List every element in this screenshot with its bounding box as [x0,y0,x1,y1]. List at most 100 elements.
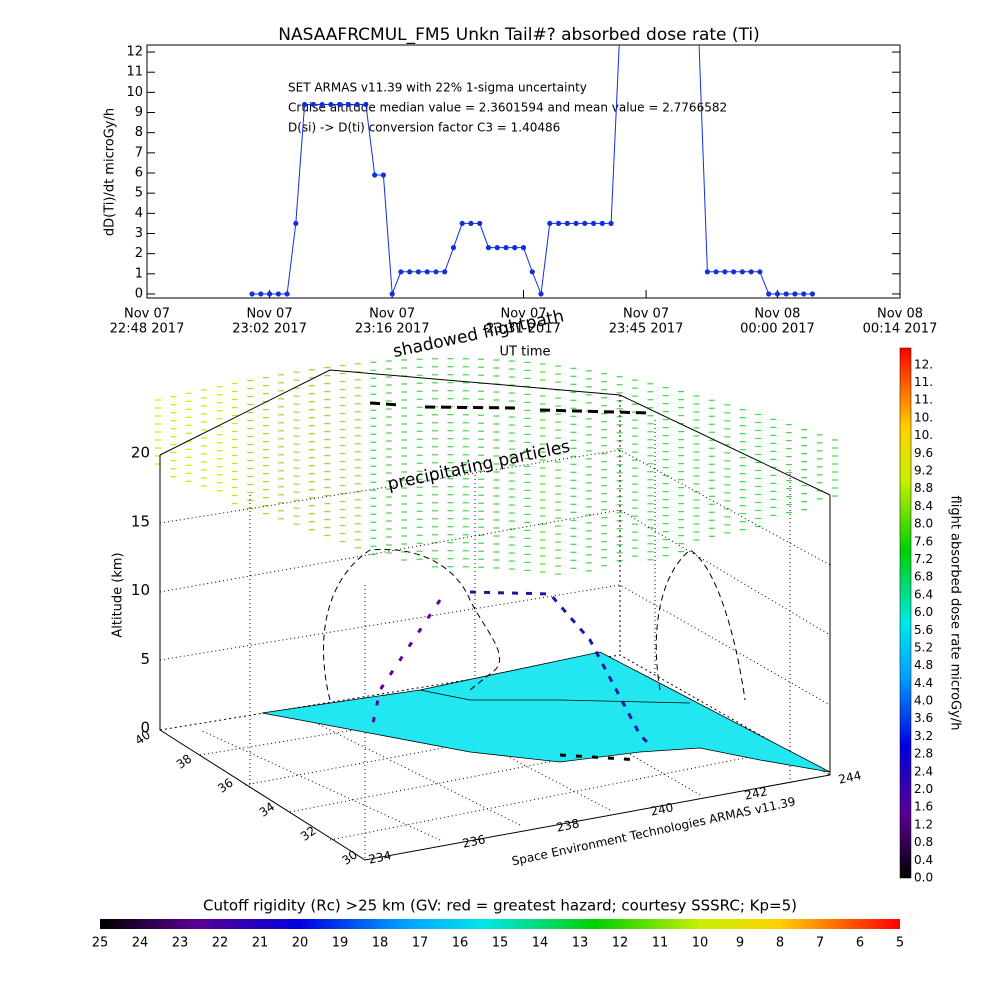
colorbar-tick-label: 8 [776,936,784,951]
data-point [328,101,334,108]
z-tick-label: 15 [131,512,150,530]
data-point [512,245,518,251]
data-point [415,269,422,275]
colorbar-tick-label: 11. [914,393,933,407]
z-tick-label: 0 [140,719,150,737]
data-point [485,245,492,251]
data-point [608,220,614,227]
x-tick-label: Nov 07 [623,307,669,322]
scene-label: precipitating particles [386,437,572,495]
colorbar-tick-label: 1.6 [914,800,933,814]
colorbar-tick-label: 9.6 [914,446,933,460]
flight-trace [469,590,652,747]
data-point [713,269,719,275]
y-tick-label: 11 [126,65,143,80]
y-tick-label: 0 [135,286,143,301]
colorbar-tick-label: 9.2 [914,464,933,478]
colorbar-tick-label: 4.8 [914,658,933,672]
data-point [564,220,570,227]
data-point [310,101,316,108]
data-point [766,291,772,297]
data-point [748,269,754,275]
data-point [468,220,474,227]
y-tick-label: 10 [126,85,143,100]
data-point [302,101,308,108]
colorbar-tick-label: 23 [172,936,189,951]
colorbar-tick-label: 11. [914,375,933,389]
y-tick-label: 2 [135,246,143,261]
lat-tick-label: 30 [339,847,360,867]
data-point [450,245,457,251]
flight-trace [370,599,442,729]
y-tick-label: 4 [135,206,143,221]
lon-tick-label: 236 [461,832,486,850]
annotation: D(si) -> D(ti) conversion factor C3 = 1.… [288,121,560,135]
colorbar-tick-label: 8.8 [914,481,933,495]
y-tick-label: 9 [135,105,143,120]
colorbar-tick-label: 14 [532,936,549,951]
data-point [582,220,588,227]
particle-field [155,358,838,575]
data-point [389,291,395,297]
x-tick-label: Nov 07 [124,307,170,322]
lon-tick-label: 240 [649,800,674,818]
data-point [573,220,579,227]
colorbar-tick-label: 10 [692,936,709,951]
data-point [354,101,360,108]
data-point [792,291,798,297]
data-point [293,220,299,227]
y-tick-label: 7 [135,145,143,160]
x-tick-label: 23:45 2017 [609,322,684,337]
annotation: SET ARMAS v11.39 with 22% 1-sigma uncert… [288,81,587,95]
dose-colorbar [899,347,912,879]
colorbar-tick-label: 2.0 [914,782,933,796]
data-point [407,269,413,275]
data-point [345,101,351,108]
lat-tick-label: 32 [298,823,319,843]
data-point [783,291,789,297]
annotation: Cruise altitude median value = 2.3601594… [288,101,727,115]
colorbar-tick-label: 5 [896,936,904,951]
scene-3d: shadowed flightpath precipitating partic… [111,306,863,868]
data-point [477,220,483,227]
colorbar-tick-label: 0.8 [914,835,933,849]
x-tick-label: 23:31 2017 [486,322,561,337]
colorbar-title: Cutoff rigidity (Rc) >25 km (GV: red = g… [203,897,797,915]
colorbar-tick-label: 11 [652,936,669,951]
colorbar-tick-label: 5.2 [914,640,933,654]
colorbar-tick-label: 2.8 [914,747,933,761]
colorbar-tick-label: 3.2 [914,729,933,743]
colorbar-tick-label: 4.0 [914,694,933,708]
y-tick-label: 5 [135,186,143,201]
colorbar-tick-label: 16 [452,936,469,951]
data-point [801,291,807,297]
lat-tick-label: 38 [174,751,195,771]
series [249,45,816,297]
flight-shadow [559,753,641,762]
data-point [731,269,737,275]
colorbar-tick-label: 20 [292,936,309,951]
data-point [555,220,562,227]
colorbar-tick-label: 18 [372,936,389,951]
data-point [284,291,290,297]
coastline [419,689,691,704]
data-point [459,220,465,227]
data-point [249,291,255,297]
z-tick-label: 20 [131,444,150,462]
lon-tick-label: 242 [743,784,768,802]
colorbar-tick-label: 12 [612,936,629,951]
colorbar-tick-label: 7.6 [914,534,933,548]
colorbar-tick-label: 5.6 [914,623,933,637]
x-tick-label: 23:16 2017 [355,322,430,337]
data-point [266,291,273,297]
colorbar-tick-label: 4.4 [914,676,933,690]
data-point [503,245,509,251]
colorbar-tick-label: 7.2 [914,552,933,566]
y-tick-label: 12 [126,45,143,60]
data-point [337,101,343,108]
lat-tick-label: 36 [215,775,236,795]
data-point [547,220,553,227]
data-point [590,220,597,227]
colorbar-tick-label: 8.0 [914,517,933,531]
